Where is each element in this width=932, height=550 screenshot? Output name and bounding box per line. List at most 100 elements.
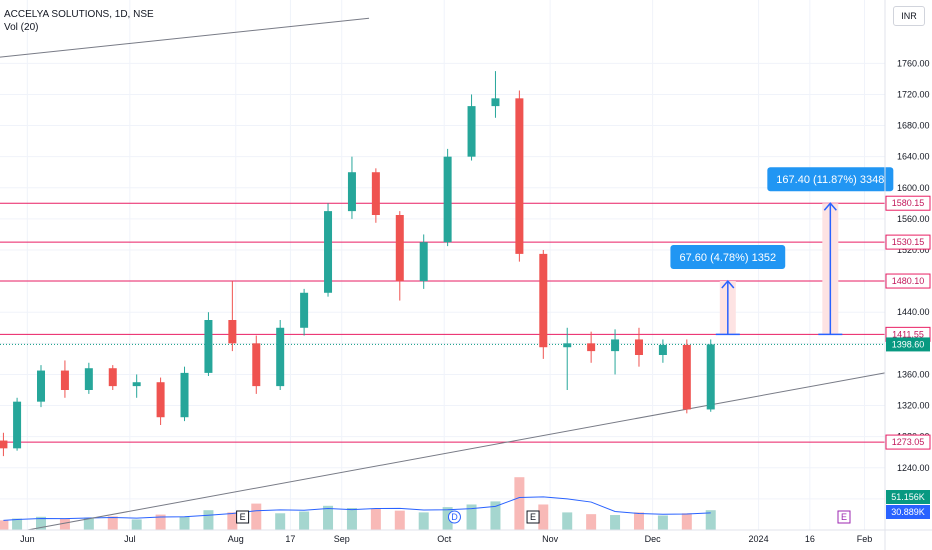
y-tick-label: 1600.00 [897,183,930,193]
candle-body [84,368,93,390]
volume-bar [705,510,716,530]
candle-body [443,156,452,243]
x-tick-label: 2024 [749,534,769,544]
y-tick-label: 1560.00 [897,214,930,224]
candle-body [13,401,22,449]
volume-bar [203,510,214,530]
volume-moving-average [3,496,711,521]
volume-bar [538,504,549,530]
candle-body [419,242,428,282]
volume-bar [657,515,668,530]
candle-body [0,440,8,449]
candle-body [467,106,476,157]
candle-body [515,98,524,254]
y-tick-label: 1720.00 [897,89,930,99]
measure-arrowhead [721,279,735,289]
trendline [27,372,886,531]
candle-body [204,320,213,373]
y-axis-price-labels: 1580.15 1530.15 1480.10 1411.55 1273.05 1398.… [885,195,931,450]
y-tick-label: 1760.00 [897,58,930,68]
price-range-measurements: 67.60 (4.78%) 1352 167.40 (11.87%) 3348 [670,167,894,336]
candle-body [252,343,261,387]
volume-axis-label: 30.889K [891,507,925,517]
earnings-marker [236,510,250,524]
trendline [0,17,370,58]
candles [0,71,715,457]
level-label: 1530.15 [892,237,925,247]
event-marker-label: E [240,512,246,522]
volume-bar [12,518,23,530]
candle-body [611,339,620,352]
volume-bar [681,513,692,530]
earnings-marker [837,510,851,524]
measure-label: 67.60 (4.78%) 1352 [679,252,776,264]
candle-body [60,370,69,390]
y-tick-label: 1240.00 [897,463,930,473]
volume-bar [251,503,262,530]
volume-indicator-label: Vol (20) [4,22,39,33]
x-tick-label: Dec [645,534,662,544]
x-tick-label: Feb [857,534,873,544]
volume-bar [633,512,644,530]
measure-label: 167.40 (11.87%) 3348 [776,174,884,186]
symbol-title: ACCELYA SOLUTIONS, 1D, NSE [4,9,154,20]
last-price-label: 1398.60 [892,339,925,349]
candle-body [108,368,117,387]
volume-bar [370,508,381,530]
candle-body [37,370,46,402]
candle-body [156,382,165,418]
y-tick-label: 1440.00 [897,307,930,317]
candle-body [276,327,285,387]
volume-bar [323,505,334,530]
x-tick-label: Sep [334,534,350,544]
level-label: 1273.05 [892,437,925,447]
y-tick-label: 1680.00 [897,121,930,131]
volume-bar [490,501,501,530]
volume-bar [275,513,286,530]
candle-body [539,253,548,348]
measure-arrowhead [823,202,837,211]
volume-bar [514,477,525,530]
x-axis: Jun Jul Aug 17 Sep Oct Nov Dec 2024 16 Feb [20,534,872,544]
measure-callout [767,167,894,192]
volume-bar [0,520,9,530]
volume-bar [466,504,477,530]
trendlines [0,17,886,531]
volume-axis-box [886,505,930,519]
event-marker-label: E [530,512,536,522]
volume-bar [442,507,453,530]
volume-bar [59,519,70,530]
volume-bar [179,516,190,530]
level-label-box [885,273,931,289]
candle-body [395,215,404,282]
candle-body [300,292,309,328]
volume-axis-label: 51.156K [891,492,925,502]
x-tick-label: 17 [285,534,295,544]
candle-body [563,343,572,348]
x-tick-label: Nov [542,534,559,544]
level-label: 1580.15 [892,198,925,208]
candle-body [587,343,596,352]
volume-bar [83,517,94,530]
candle-body [228,320,237,344]
volume-bar [610,515,621,530]
x-tick-label: 16 [805,534,815,544]
currency-button[interactable]: INR [893,6,925,26]
event-marker-label: E [841,512,847,522]
x-tick-label: Jul [124,534,136,544]
x-tick-label: Jun [20,534,35,544]
measure-callout [670,245,786,270]
volume-bar [562,512,573,530]
volume-axis-box [886,490,930,504]
volume-axis-labels: 51.156K 30.889K [886,490,930,519]
candle-body [180,372,189,418]
candle-body [347,172,356,212]
candle-body [371,172,380,215]
candle-body [706,344,715,410]
x-tick-label: Aug [228,534,244,544]
horizontal-levels [0,202,885,443]
earnings-marker [526,510,540,524]
candle-body [324,211,333,293]
